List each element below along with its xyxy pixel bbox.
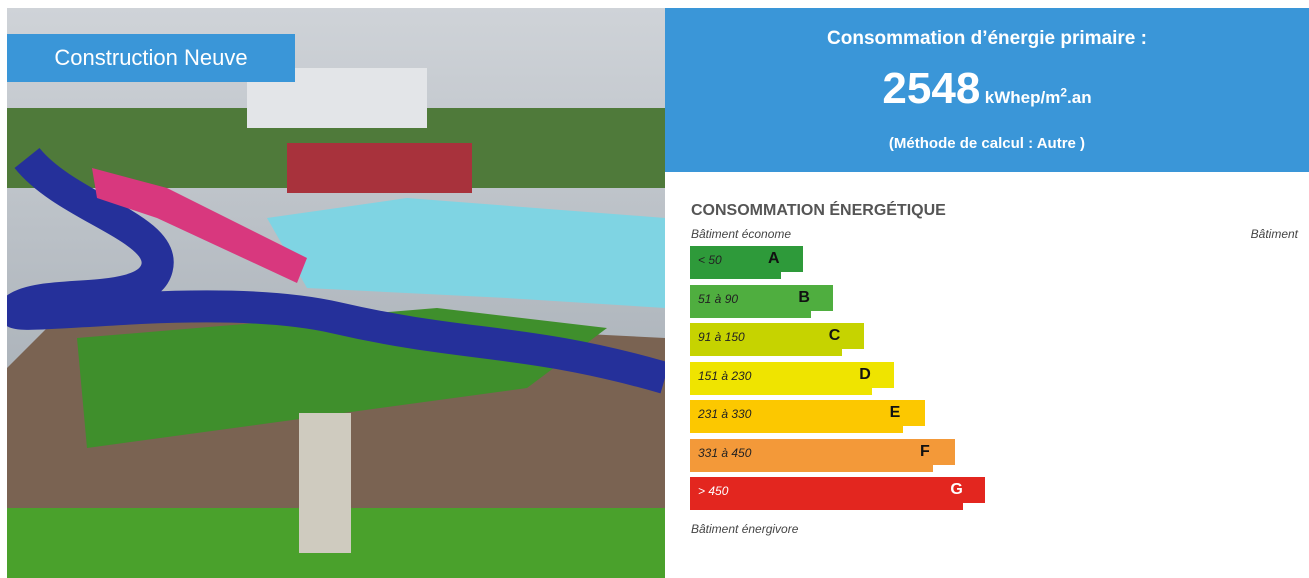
- class-row: 51 à 90 B: [690, 284, 834, 319]
- header-method: (Méthode de calcul : Autre ): [888, 135, 1086, 152]
- scale-title: CONSOMMATION ÉNERGÉTIQUE: [691, 202, 946, 219]
- class-letter: E: [889, 404, 901, 421]
- energy-header: Consommation d’énergie primaire : 2548 k…: [665, 8, 1309, 172]
- class-row: > 450 G: [690, 477, 986, 511]
- class-row: 91 à 150 C: [690, 323, 864, 357]
- class-bar: [690, 246, 803, 272]
- class-bar: [690, 438, 955, 465]
- class-letter: B: [798, 288, 810, 306]
- class-row: 151 à 230 D: [690, 361, 895, 396]
- class-letter: G: [950, 481, 963, 498]
- class-bar: [690, 323, 864, 349]
- class-range: 151 à 230: [698, 368, 752, 383]
- photo: [7, 8, 665, 578]
- class-letter: A: [768, 250, 780, 267]
- header-value-line: 2548 kWhep/m2.an: [665, 64, 1309, 114]
- class-bar: [690, 477, 986, 503]
- header-value: 2548: [882, 64, 981, 113]
- class-letter: F: [920, 442, 930, 460]
- header-title: Consommation d’énergie primaire :: [827, 28, 1147, 49]
- unit-tail: .an: [1067, 88, 1092, 107]
- class-letter: C: [828, 327, 841, 344]
- header-unit: kWhep/m2.an: [984, 85, 1092, 107]
- class-range: 231 à 330: [698, 407, 752, 421]
- scale-top-left: Bâtiment économe: [691, 227, 792, 241]
- class-range: < 50: [698, 253, 722, 267]
- unit-base: kWhep/m: [984, 88, 1061, 107]
- class-row: 331 à 450 F: [690, 438, 955, 473]
- scale-bottom: Bâtiment énergivore: [691, 522, 799, 536]
- class-range: 331 à 450: [698, 445, 752, 460]
- class-bar: [690, 400, 925, 426]
- class-row: 231 à 330 E: [690, 400, 925, 434]
- class-range: 91 à 150: [698, 330, 745, 344]
- class-range: > 450: [698, 484, 729, 498]
- class-row: < 50 A: [690, 246, 803, 280]
- unit-sup: 2: [1060, 85, 1068, 100]
- scale-top-right: Bâtiment: [1250, 227, 1298, 241]
- class-letter: D: [859, 365, 871, 383]
- class-range: 51 à 90: [698, 291, 739, 306]
- badge: Construction Neuve: [7, 34, 295, 82]
- class-bar: [690, 284, 834, 311]
- class-bar: [690, 361, 895, 388]
